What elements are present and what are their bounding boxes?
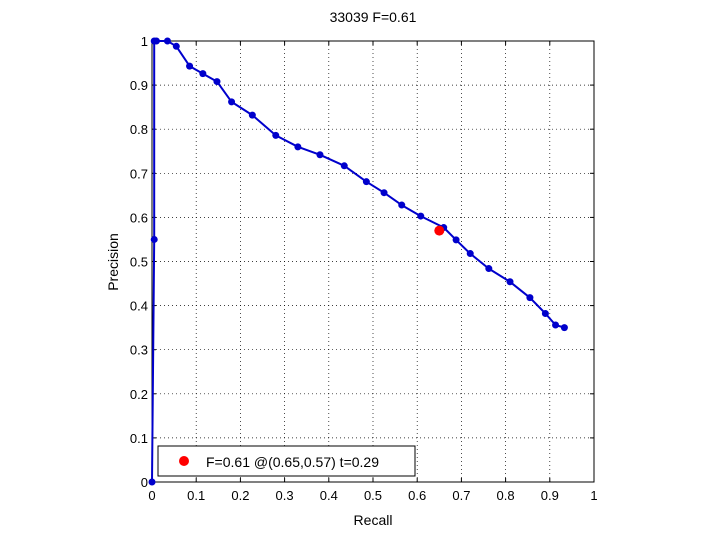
x-axis-title: Recall (354, 512, 393, 528)
pr-curve-point (272, 131, 280, 139)
x-tick-label: 1 (590, 488, 597, 503)
x-tick-label: 0.6 (408, 488, 426, 503)
pr-curve-point (316, 151, 324, 159)
best-f-point (434, 225, 445, 236)
pr-curve-point (466, 250, 474, 258)
legend-marker (179, 456, 189, 466)
x-tick-label: 0.5 (364, 488, 382, 503)
x-tick-label: 0.1 (187, 488, 205, 503)
pr-curve-point (294, 143, 302, 151)
y-tick-label: 0.2 (130, 387, 148, 402)
pr-curve-point (163, 37, 171, 45)
pr-curve-point (362, 178, 370, 186)
x-tick-label: 0.2 (231, 488, 249, 503)
pr-curve-point (552, 321, 560, 329)
pr-curve-point (485, 265, 493, 273)
pr-curve-point (417, 212, 425, 220)
pr-curve-point (560, 324, 568, 332)
pr-curve-point (148, 478, 156, 486)
chart-title: 33039 F=0.61 (330, 9, 417, 25)
y-tick-label: 0.7 (130, 166, 148, 181)
pr-curve-point (398, 201, 406, 209)
legend-box (157, 445, 416, 477)
pr-curve-point (172, 42, 180, 50)
pr-curve-point (541, 310, 549, 318)
pr-curve-point (526, 294, 534, 302)
legend-label: F=0.61 @(0.65,0.57) t=0.29 (206, 454, 379, 470)
legend: F=0.61 @(0.65,0.57) t=0.29 (157, 445, 416, 477)
y-tick-label: 0.5 (130, 255, 148, 270)
x-tick-label: 0.8 (497, 488, 515, 503)
y-tick-label: 0.6 (130, 210, 148, 225)
pr-curve-point (452, 236, 460, 244)
y-tick-label: 0.3 (130, 343, 148, 358)
y-tick-label: 0.4 (130, 299, 148, 314)
grid-layer (152, 41, 594, 482)
pr-curve-point (152, 37, 160, 45)
pr-curve-point (506, 278, 514, 286)
pr-curve-point (213, 78, 221, 86)
y-tick-label: 0.8 (130, 122, 148, 137)
y-tick-label: 1 (141, 34, 148, 49)
pr-curve-line (151, 40, 565, 483)
pr-curve-point (228, 98, 236, 106)
y-tick-label: 0.9 (130, 78, 148, 93)
y-tick-label: 0.1 (130, 431, 148, 446)
y-tick-label: 0 (141, 475, 148, 490)
pr-curve-point (150, 235, 158, 243)
x-tick-label: 0.3 (276, 488, 294, 503)
y-axis-title: Precision (105, 233, 121, 291)
x-tick-label: 0.9 (541, 488, 559, 503)
x-tick-label: 0.7 (452, 488, 470, 503)
pr-curve-point (380, 189, 388, 197)
pr-curve-point (248, 111, 256, 119)
series-layer (148, 37, 568, 486)
pr-curve-point (340, 162, 348, 170)
pr-curve-point (199, 70, 207, 78)
x-tick-label: 0 (148, 488, 155, 503)
x-tick-label: 0.4 (320, 488, 338, 503)
ticks-layer: 0 0.1 0.2 0.3 0.4 0.5 0.6 0.7 0.8 0.9 1 0 0.1 0.2 0.3 0… (130, 34, 598, 503)
pr-curve-point (186, 62, 194, 70)
